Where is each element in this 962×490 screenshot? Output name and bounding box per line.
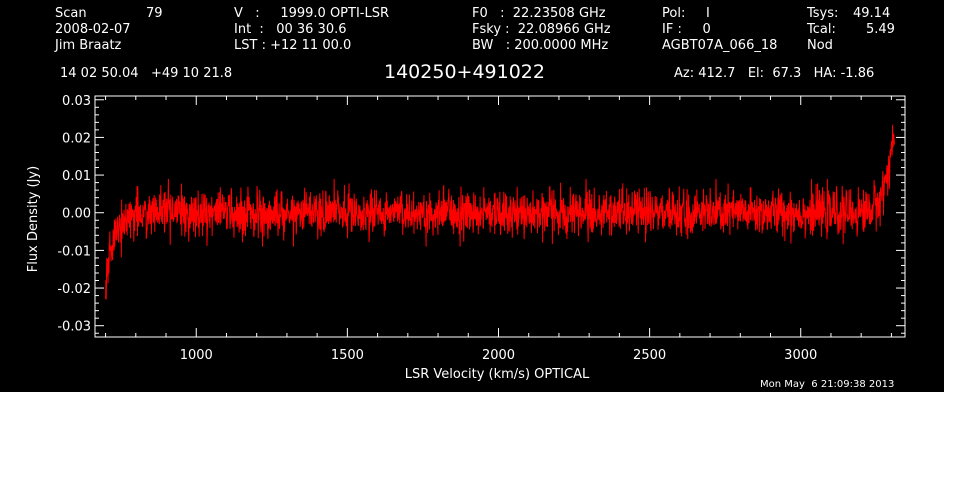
pointing-info: Az: 412.7 El: 67.3 HA: -1.86 [674,66,875,81]
source-title: 140250+491022 [384,61,545,83]
y-tick-label: -0.02 [57,282,91,297]
y-tick-label: 0.01 [62,169,91,184]
tcal-label: Tcal: [807,22,836,37]
spectrum-layer [105,124,895,300]
x-tick-label: 2500 [633,348,666,363]
rest-frequency: F0 : 22.23508 GHz [472,6,606,21]
x-tick-label: 1000 [180,348,213,363]
scan-number: 79 [146,6,163,21]
observer-name: Jim Braatz [55,38,122,53]
if-number: IF : 0 [662,22,711,37]
x-tick-label: 1500 [331,348,364,363]
x-tick-label: 3000 [784,348,817,363]
velocity-line: V : 1999.0 OPTI-LSR [234,6,390,21]
tsys-value: 49.14 [853,6,891,21]
integration-time: Int : 00 36 30.6 [234,22,347,37]
scan-label: Scan [55,6,87,21]
y-tick-label: -0.03 [57,320,91,335]
bandwidth: BW : 200.0000 MHz [472,38,609,53]
observation-date: 2008-02-07 [55,22,131,37]
plot-panel: Scan 79 2008-02-07 Jim Braatz V : 1999.0… [0,0,944,392]
y-axis-label: Flux Density (Jy) [26,166,41,272]
project-id: AGBT07A_066_18 [662,38,778,53]
timestamp: Mon May 6 21:09:38 2013 [760,379,895,390]
plot-frame [94,95,906,338]
y-tick-label: -0.01 [57,244,91,259]
polarization: Pol: I [662,6,710,21]
observing-mode: Nod [807,38,833,53]
ra-dec: 14 02 50.04 +49 10 21.8 [60,66,233,81]
y-tick-label: 0.02 [62,131,91,146]
tcal-value: 5.49 [866,22,895,37]
x-tick-label: 2000 [482,348,515,363]
spectrum-line [105,124,895,300]
y-tick-label: 0.00 [62,207,91,222]
tsys-label: Tsys: [807,6,839,21]
x-axis-label: LSR Velocity (km/s) OPTICAL [405,367,590,382]
sky-frequency: Fsky : 22.08966 GHz [472,22,611,37]
axes-layer: 1000 1500 2000 2500 3000 -0.03 -0.02 -0.01 0.00 0… [57,94,906,363]
spectrum-chart: 1000 1500 2000 2500 3000 -0.03 -0.02 -0.01 0.00 0… [26,94,906,382]
y-tick-label: 0.03 [62,94,91,109]
lst-line: LST : +12 11 00.0 [234,38,352,53]
